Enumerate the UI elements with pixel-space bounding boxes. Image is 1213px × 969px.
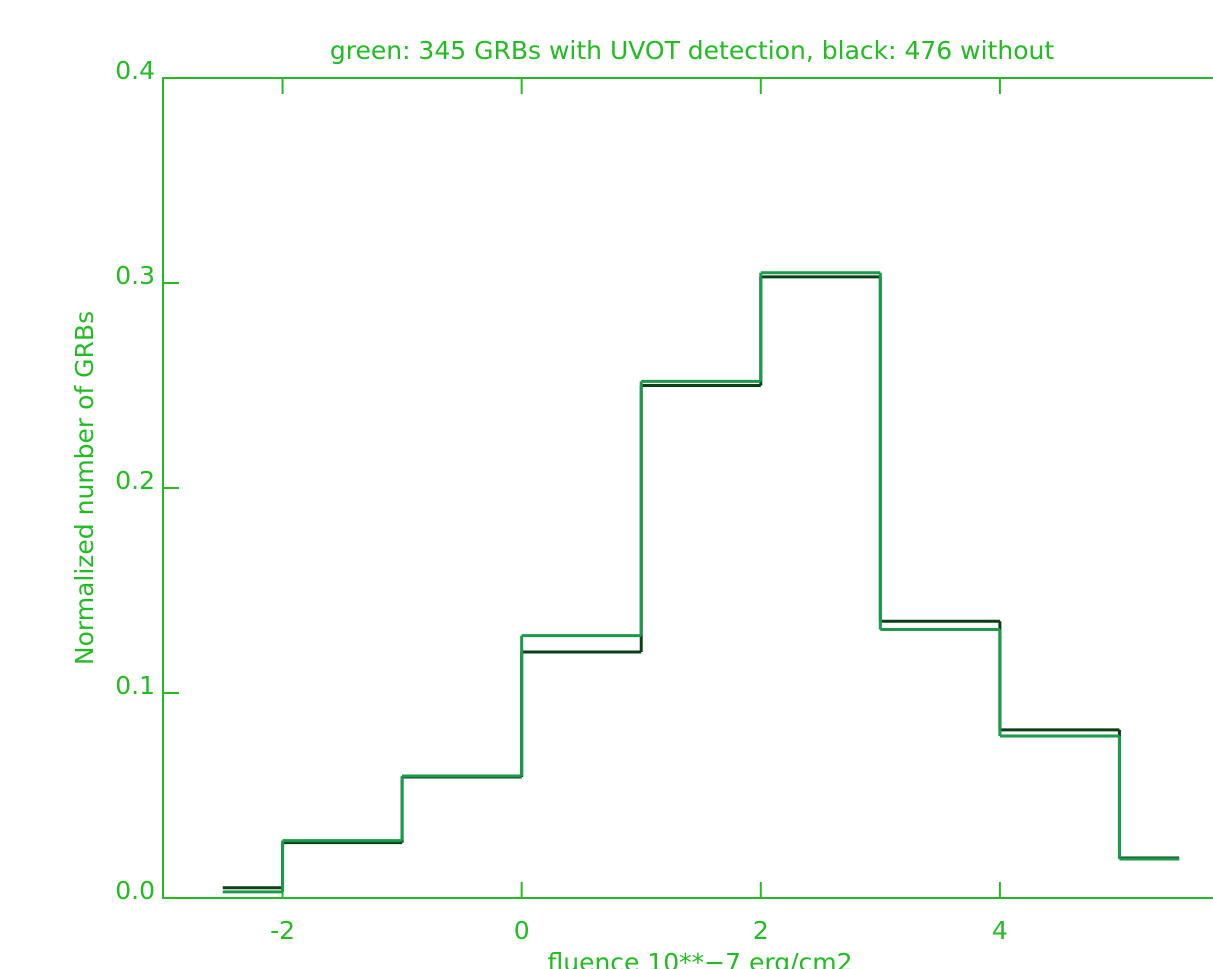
- plot-frame: [162, 77, 1213, 899]
- y-tick-label: 0.0: [115, 876, 155, 905]
- y-tick-label: 0.2: [115, 466, 155, 495]
- x-tick-label: 0: [514, 916, 530, 945]
- y-tick-label: 0.3: [115, 261, 155, 290]
- y-axis-label: Normalized number of GRBs: [70, 311, 99, 665]
- x-tick-label: -2: [270, 916, 295, 945]
- chart-title: green: 345 GRBs with UVOT detection, bla…: [330, 36, 1054, 65]
- y-tick-label: 0.1: [115, 671, 155, 700]
- y-tick-label: 0.4: [115, 56, 155, 85]
- x-axis-label: fluence 10**−7 erg/cm2: [547, 948, 852, 969]
- x-tick-label: 2: [753, 916, 769, 945]
- x-tick-label: 4: [992, 916, 1008, 945]
